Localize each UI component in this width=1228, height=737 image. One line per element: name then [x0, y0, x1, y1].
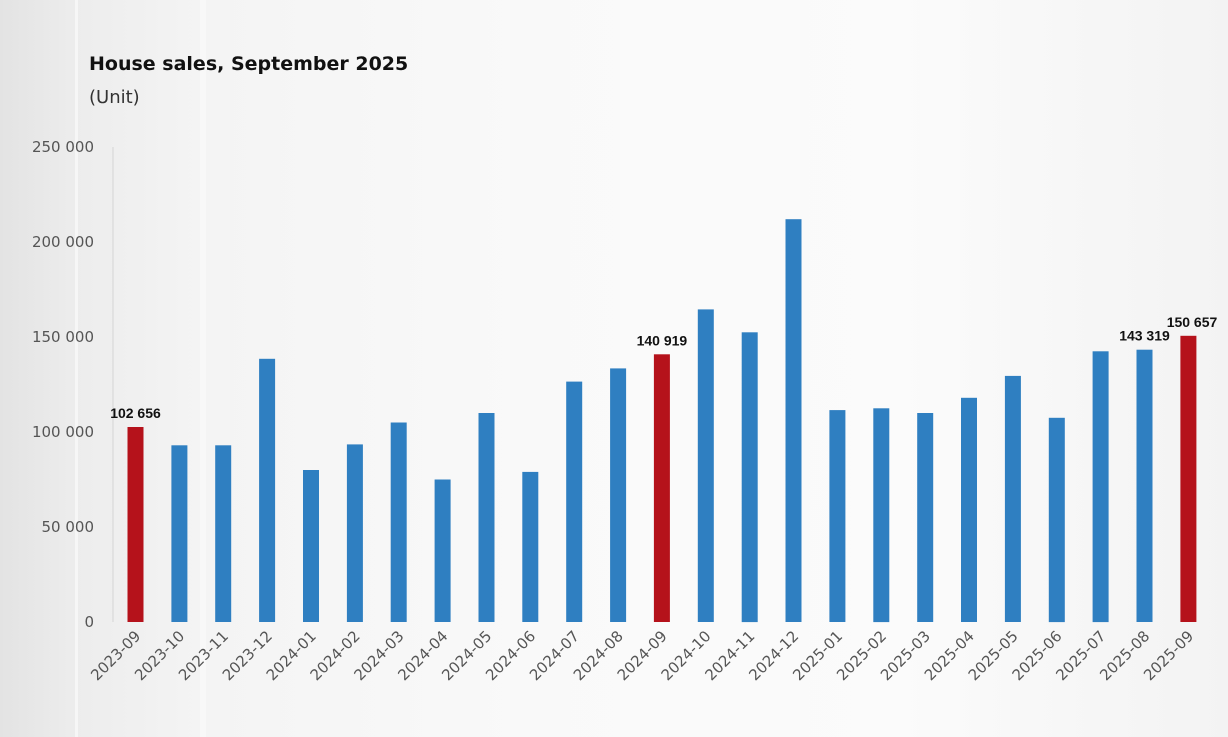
- bar-2025-03: [917, 413, 934, 622]
- data-label: 143 319: [1119, 328, 1170, 344]
- bar-2024-10: [697, 309, 714, 622]
- bar-2025-05: [1004, 375, 1021, 622]
- bar-2024-09: [653, 354, 670, 622]
- bar-2025-04: [961, 397, 977, 622]
- bar-2025-02: [873, 408, 890, 623]
- y-tick-label: 250 000: [32, 138, 94, 156]
- bar-2023-09: [127, 427, 144, 622]
- bar-2024-06: [522, 471, 539, 622]
- y-tick-label: 100 000: [32, 423, 94, 441]
- y-tick-label: 150 000: [32, 328, 94, 346]
- bar-2023-11: [215, 445, 232, 622]
- y-tick-label: 200 000: [32, 233, 94, 251]
- bar-2024-02: [346, 444, 363, 622]
- bar-2024-08: [610, 368, 627, 622]
- bar-2023-10: [171, 445, 188, 622]
- y-tick-label: 0: [84, 613, 94, 631]
- chart-title: House sales, September 2025: [89, 53, 409, 75]
- bar-2023-12: [259, 358, 276, 622]
- data-label: 102 656: [110, 405, 161, 421]
- data-label: 140 919: [637, 332, 688, 348]
- bar-2025-08: [1136, 349, 1153, 622]
- bar-2024-04: [434, 479, 451, 622]
- bar-2024-05: [478, 413, 495, 622]
- bar-2024-01: [303, 470, 319, 622]
- bar-2025-09: [1180, 335, 1197, 622]
- bar-2025-01: [829, 410, 846, 622]
- bar-2024-07: [566, 381, 583, 622]
- bar-2024-11: [741, 332, 758, 623]
- y-tick-label: 50 000: [42, 518, 95, 536]
- unit-label: (Unit): [89, 87, 140, 108]
- bar-2025-06: [1048, 417, 1065, 623]
- bar-2024-03: [390, 422, 407, 622]
- data-label: 150 657: [1167, 314, 1218, 330]
- bar-2024-12: [785, 219, 802, 622]
- bar-2025-07: [1092, 351, 1109, 623]
